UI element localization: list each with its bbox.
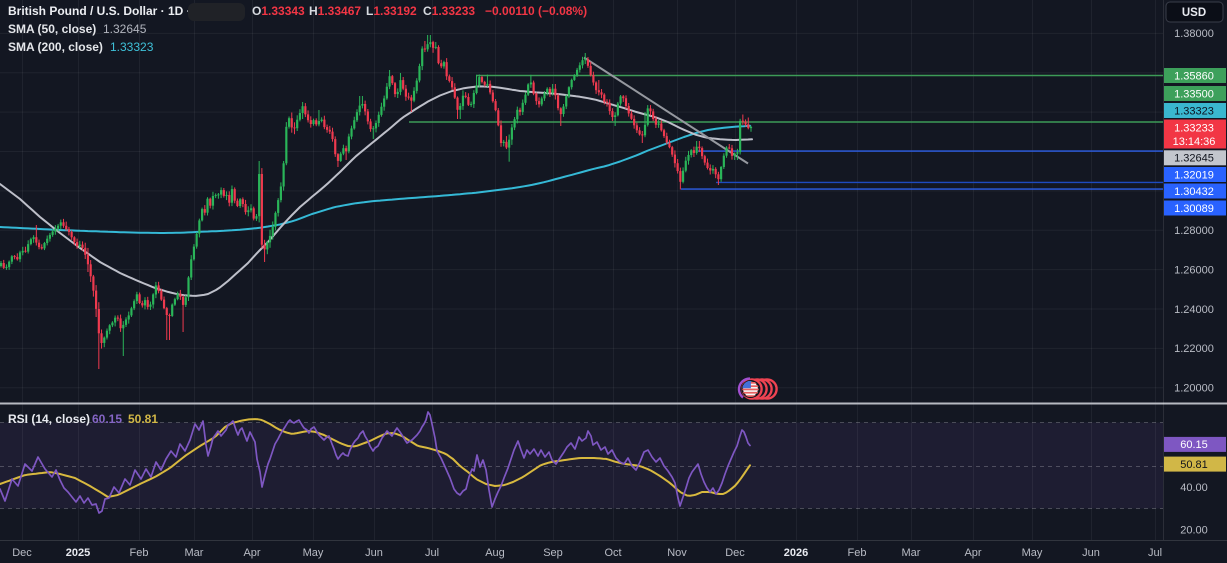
svg-text:1.26000: 1.26000 [1174, 265, 1214, 277]
svg-text:Mar: Mar [185, 547, 204, 559]
svg-text:1.33500: 1.33500 [1174, 88, 1214, 100]
svg-text:O1.33343: O1.33343 [252, 4, 305, 18]
svg-text:Nov: Nov [667, 547, 687, 559]
svg-text:Sep: Sep [543, 547, 563, 559]
svg-text:RSI (14, close): RSI (14, close) [8, 412, 90, 426]
svg-text:Jun: Jun [1082, 547, 1100, 559]
svg-text:Jul: Jul [425, 547, 439, 559]
svg-text:−0.00110 (−0.08%): −0.00110 (−0.08%) [485, 4, 587, 18]
svg-text:Aug: Aug [485, 547, 505, 559]
svg-text:1.33323: 1.33323 [1174, 105, 1214, 117]
svg-text:Oct: Oct [604, 547, 621, 559]
svg-text:Jul: Jul [1148, 547, 1162, 559]
svg-text:H1.33467: H1.33467 [309, 4, 361, 18]
svg-text:Feb: Feb [130, 547, 149, 559]
svg-text:1.30089: 1.30089 [1174, 203, 1214, 215]
svg-text:1.33323: 1.33323 [110, 40, 154, 54]
svg-text:60.15: 60.15 [1180, 439, 1208, 451]
svg-text:SMA (200, close): SMA (200, close) [8, 40, 103, 54]
svg-text:1.32645: 1.32645 [1174, 153, 1214, 165]
svg-text:20.00: 20.00 [1180, 524, 1208, 536]
svg-text:1.24000: 1.24000 [1174, 304, 1214, 316]
svg-text:British Pound / U.S. Dollar ·: British Pound / U.S. Dollar · 1D · [8, 4, 191, 18]
svg-text:Feb: Feb [848, 547, 867, 559]
svg-text:May: May [1022, 547, 1043, 559]
svg-text:Apr: Apr [243, 547, 260, 559]
svg-text:1.28000: 1.28000 [1174, 225, 1214, 237]
svg-text:Dec: Dec [12, 547, 32, 559]
svg-text:Apr: Apr [964, 547, 981, 559]
svg-text:1.30432: 1.30432 [1174, 186, 1214, 198]
svg-text:1.38000: 1.38000 [1174, 28, 1214, 40]
svg-text:1.32019: 1.32019 [1174, 169, 1214, 181]
svg-text:13:14:36: 13:14:36 [1173, 136, 1216, 148]
svg-text:May: May [303, 547, 324, 559]
svg-text:1.20000: 1.20000 [1174, 382, 1214, 394]
svg-text:1.35860: 1.35860 [1174, 70, 1214, 82]
svg-text:1.32645: 1.32645 [103, 22, 147, 36]
svg-text:C1.33233: C1.33233 [423, 4, 475, 18]
svg-text:2025: 2025 [66, 547, 90, 559]
svg-text:50.81: 50.81 [1180, 459, 1208, 471]
svg-text:1.22000: 1.22000 [1174, 343, 1214, 355]
svg-text:60.15: 60.15 [92, 412, 122, 426]
svg-text:SMA (50, close): SMA (50, close) [8, 22, 96, 36]
svg-text:2026: 2026 [784, 547, 808, 559]
svg-text:50.81: 50.81 [128, 412, 158, 426]
svg-text:L1.33192: L1.33192 [366, 4, 417, 18]
svg-text:40.00: 40.00 [1180, 482, 1208, 494]
svg-text:Dec: Dec [725, 547, 745, 559]
svg-text:Mar: Mar [902, 547, 921, 559]
svg-text:1.33233: 1.33233 [1174, 122, 1214, 134]
svg-text:Jun: Jun [365, 547, 383, 559]
svg-text:USD: USD [1182, 7, 1206, 19]
